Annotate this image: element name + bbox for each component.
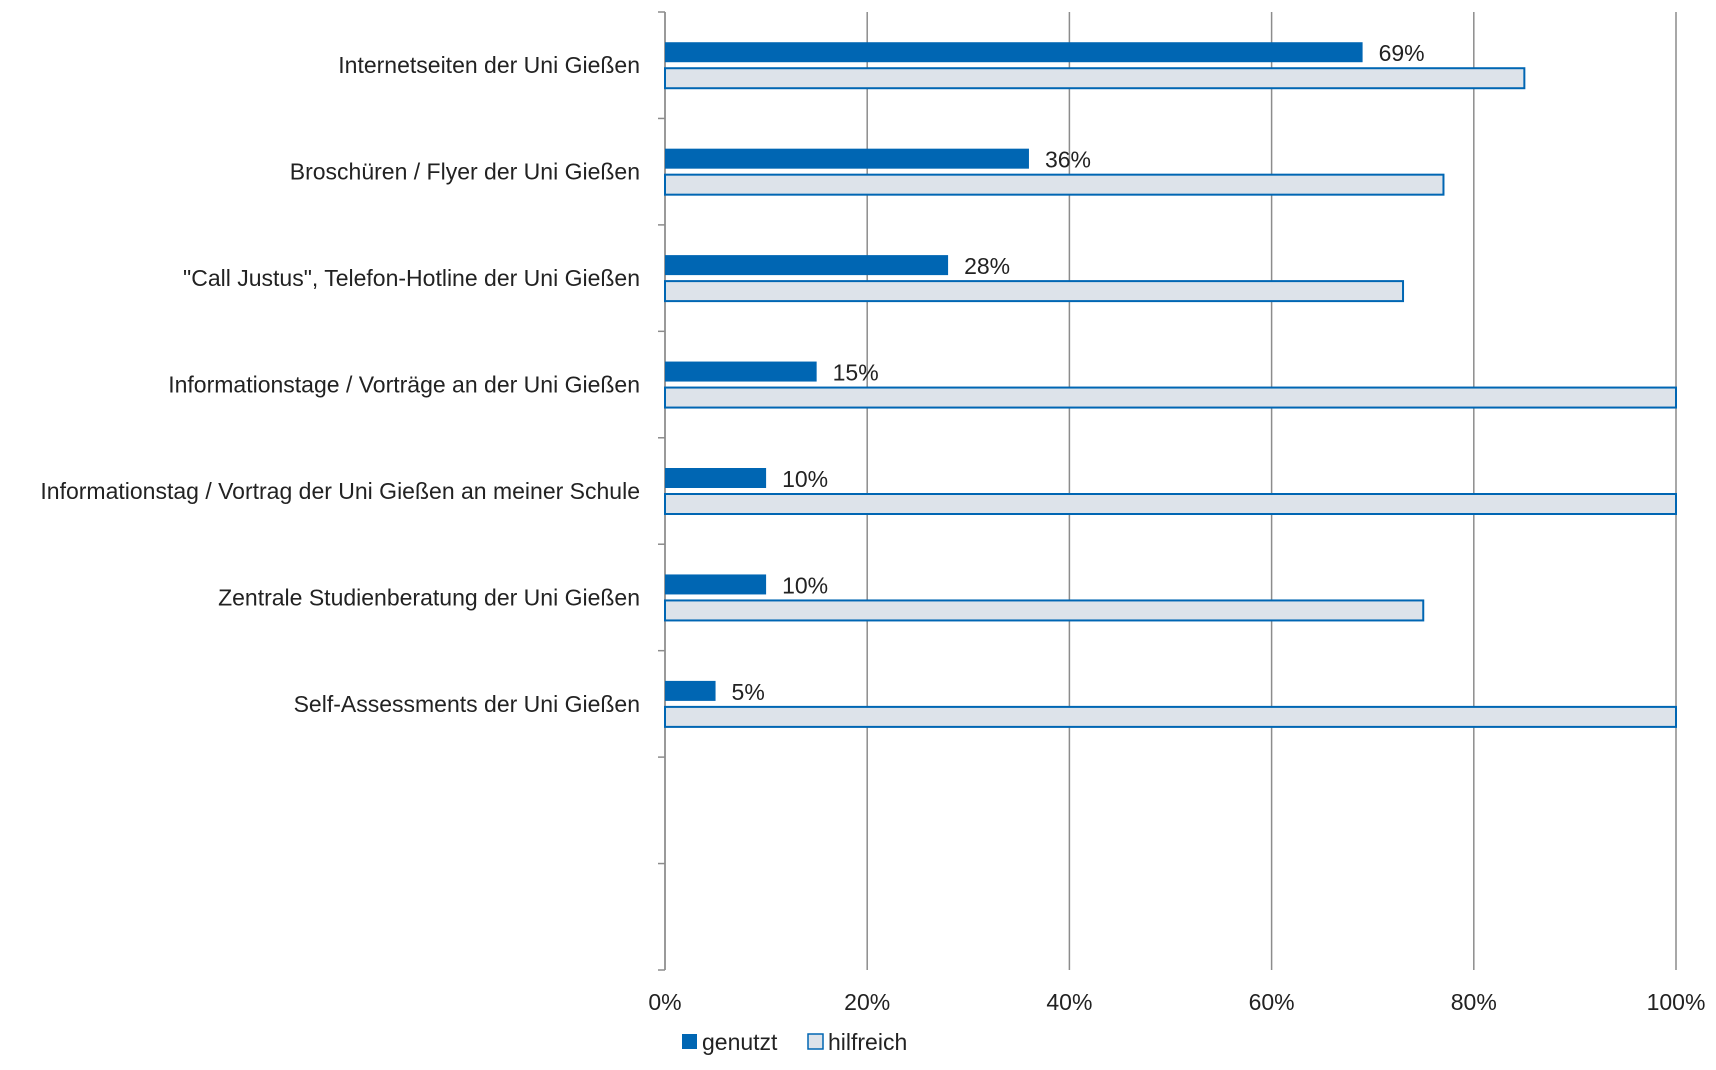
data-label-genutzt: 15%: [833, 360, 879, 386]
x-tick-label: 80%: [1451, 989, 1497, 1015]
data-label-genutzt: 10%: [782, 466, 828, 492]
bar-hilfreich: [664, 386, 1677, 409]
data-label-genutzt: 36%: [1045, 147, 1091, 173]
bar-hilfreich: [664, 173, 1445, 196]
data-label-genutzt: 10%: [782, 572, 828, 598]
legend-label-genutzt: genutzt: [702, 1029, 778, 1055]
category-label: Informationstag / Vortrag der Uni Gießen…: [40, 478, 640, 504]
legend-swatch-hilfreich: [807, 1033, 824, 1050]
x-tick-label: 60%: [1249, 989, 1295, 1015]
x-tick-label: 20%: [844, 989, 890, 1015]
bar-genutzt: [665, 148, 1029, 169]
bar-hilfreich: [664, 280, 1405, 303]
legend-label-hilfreich: hilfreich: [828, 1029, 907, 1055]
x-tick-label: 40%: [1046, 989, 1092, 1015]
bar-genutzt: [665, 574, 767, 595]
x-tick-label: 0%: [648, 989, 681, 1015]
category-label: "Call Justus", Telefon-Hotline der Uni G…: [183, 265, 640, 291]
x-tick-label: 100%: [1647, 989, 1706, 1015]
bar-hilfreich: [664, 493, 1677, 515]
category-label: Internetseiten der Uni Gießen: [338, 52, 640, 78]
bar-genutzt: [665, 42, 1363, 63]
category-label: Informationstage / Vorträge an der Uni G…: [168, 372, 640, 398]
bar-genutzt: [665, 680, 716, 701]
category-label: Self-Assessments der Uni Gießen: [294, 691, 640, 717]
data-label-genutzt: 28%: [964, 253, 1010, 279]
category-label: Broschüren / Flyer der Uni Gießen: [290, 159, 640, 185]
data-label-genutzt: 5%: [732, 679, 765, 705]
category-label: Zentrale Studienberatung der Uni Gießen: [218, 584, 640, 610]
bar-hilfreich: [664, 67, 1526, 90]
legend-swatch-genutzt: [682, 1034, 697, 1049]
bar-genutzt: [665, 361, 817, 382]
bar-genutzt: [665, 468, 767, 488]
bar-genutzt: [665, 255, 949, 276]
bar-hilfreich: [664, 599, 1425, 622]
data-label-genutzt: 69%: [1379, 40, 1425, 66]
bar-hilfreich: [664, 705, 1677, 728]
